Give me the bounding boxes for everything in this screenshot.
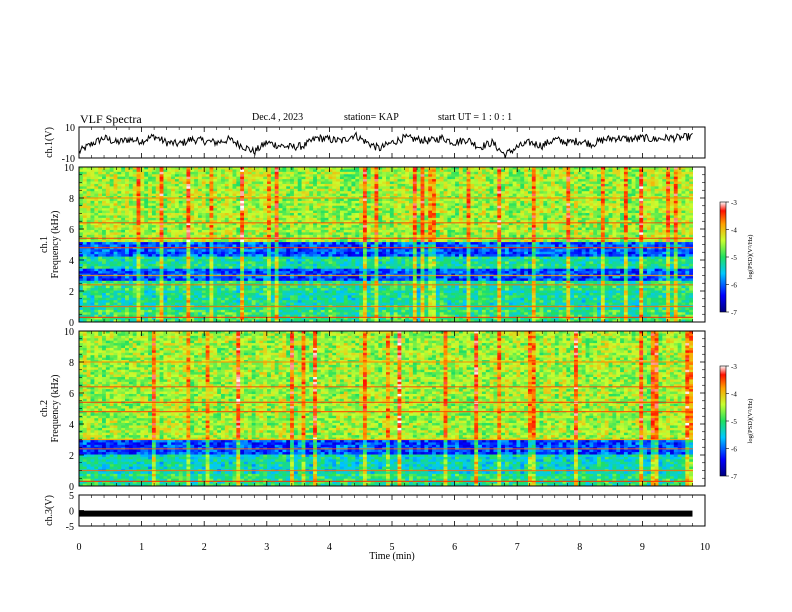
spectrogram-ytick-label: 0: [69, 318, 74, 329]
colorbar-tick-label: -3: [731, 363, 737, 371]
spectrogram-channel-label: ch.1: [39, 236, 50, 253]
x-tick-label: 2: [202, 542, 207, 553]
colorbar: [719, 201, 727, 313]
ch3-ytick-label: -5: [66, 522, 74, 533]
spectrogram-ytick-label: 2: [69, 287, 74, 298]
colorbar-tick-label: -4: [731, 391, 737, 399]
spectrogram-2: [79, 331, 694, 487]
spectrogram-ylabel: Frequency (kHz): [50, 210, 61, 278]
colorbar-tick-label: -7: [731, 309, 737, 317]
ch1-ytick-label: 10: [65, 123, 75, 134]
ch1-waveform: [78, 131, 693, 159]
colorbar: [719, 365, 727, 477]
date-label: Dec.4 , 2023: [252, 112, 303, 123]
colorbar-label: log(PSD)(V²/Hz): [747, 235, 754, 280]
x-axis-label: Time (min): [369, 551, 414, 562]
spectrogram-1: [79, 167, 694, 323]
x-tick-label: 7: [515, 542, 520, 553]
x-tick-label: 9: [640, 542, 645, 553]
station-label: station= KAP: [344, 112, 399, 123]
x-tick-label: 4: [327, 542, 332, 553]
x-tick-label: 8: [577, 542, 582, 553]
spectrogram-ytick-label: 2: [69, 451, 74, 462]
spectrogram-ytick-label: 8: [69, 194, 74, 205]
spectrogram-ytick-label: 0: [69, 482, 74, 493]
colorbar-tick-label: -5: [731, 254, 737, 262]
ch1-ytick-label: -10: [62, 154, 75, 165]
colorbar-label: log(PSD)(V²/Hz): [747, 399, 754, 444]
colorbar-tick-label: -3: [731, 199, 737, 207]
start-time-label: start UT = 1 : 0 : 1: [438, 112, 512, 123]
colorbar-tick-label: -6: [731, 282, 737, 290]
ch3-ylabel: ch.3(V): [44, 495, 55, 526]
x-tick-label: 10: [700, 542, 710, 553]
ch3-ytick-label: 5: [69, 491, 74, 502]
x-tick-label: 6: [452, 542, 457, 553]
spectrogram-ytick-label: 6: [69, 225, 74, 236]
plot-title: VLF Spectra: [80, 112, 142, 127]
spectrogram-channel-label: ch.2: [39, 400, 50, 417]
x-tick-label: 3: [264, 542, 269, 553]
spectrogram-ytick-label: 4: [69, 256, 74, 267]
x-tick-label: 1: [139, 542, 144, 553]
colorbar-tick-label: -7: [731, 473, 737, 481]
spectrogram-ytick-label: 10: [64, 327, 74, 338]
spectrogram-ytick-label: 8: [69, 358, 74, 369]
ch3-signal-line: [79, 510, 693, 517]
colorbar-tick-label: -5: [731, 418, 737, 426]
ch3-ytick-label: 0: [69, 507, 74, 518]
spectrogram-ytick-label: 4: [69, 420, 74, 431]
spectrogram-ytick-label: 6: [69, 389, 74, 400]
x-tick-label: 0: [77, 542, 82, 553]
colorbar-tick-label: -6: [731, 446, 737, 454]
spectrogram-ytick-label: 10: [64, 163, 74, 174]
x-tick-label: 5: [390, 542, 395, 553]
colorbar-tick-label: -4: [731, 227, 737, 235]
spectrogram-ylabel: Frequency (kHz): [50, 374, 61, 442]
ch1-ylabel: ch.1(V): [44, 127, 55, 158]
